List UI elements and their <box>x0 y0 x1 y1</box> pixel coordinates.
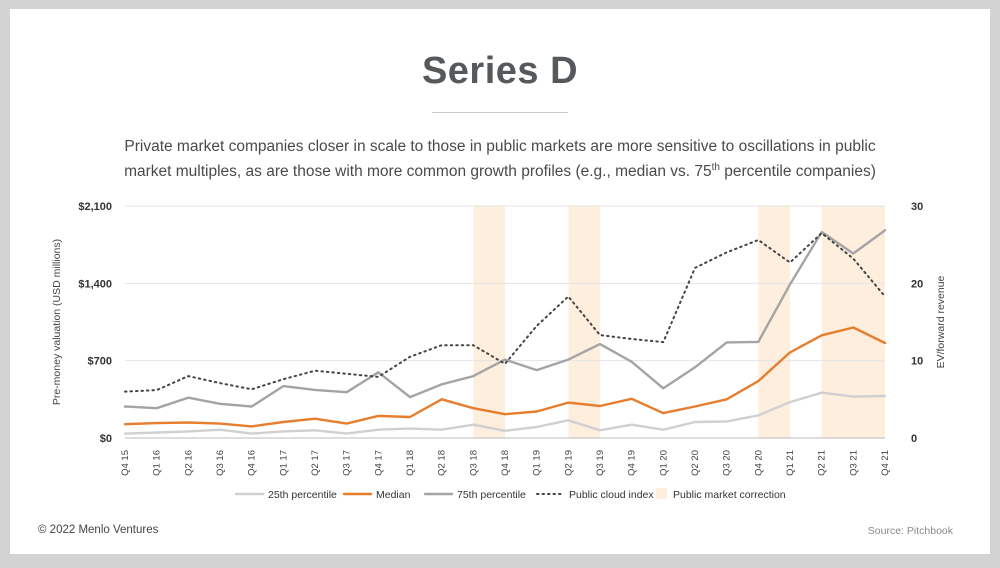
y-left-tick-label: $700 <box>88 356 112 368</box>
y-left-tick-label: $1,400 <box>78 278 112 290</box>
y-right-tick-label: 20 <box>911 278 923 290</box>
subtitle: Private market companies closer in scale… <box>100 134 900 184</box>
x-tick-label: Q1 20 <box>658 450 669 476</box>
y-left-tick-label: $0 <box>100 433 112 445</box>
x-tick-label: Q1 21 <box>785 450 796 476</box>
x-tick-label: Q4 20 <box>753 450 764 476</box>
copyright-text: © 2022 Menlo Ventures <box>38 524 159 536</box>
highlight-band-1 <box>568 206 600 438</box>
highlight-band-3 <box>821 206 885 438</box>
highlight-band-0 <box>473 206 505 438</box>
highlight-bands <box>473 206 885 438</box>
series-lines <box>123 229 887 435</box>
x-tick-label: Q2 21 <box>817 450 828 476</box>
subtitle-text: Private market companies closer in scale… <box>124 138 876 180</box>
x-tick-label: Q2 18 <box>437 450 448 476</box>
subtitle-superscript: th <box>711 161 720 173</box>
legend-label: Public market correction <box>673 489 786 501</box>
title-divider <box>432 112 568 113</box>
y-left-axis-label: Pre-money valuation (USD millions) <box>51 239 63 405</box>
x-tick-label: Q3 16 <box>215 450 226 476</box>
x-tick-label: Q1 16 <box>152 450 163 476</box>
y-right-tick-label: 30 <box>911 201 923 213</box>
x-tick-label: Q1 18 <box>405 450 416 476</box>
x-tick-label: Q1 19 <box>532 450 543 476</box>
legend-label: 25th percentile <box>268 489 337 501</box>
x-tick-label: Q2 16 <box>183 450 194 476</box>
y-right-tick-label: 0 <box>911 433 917 445</box>
legend: 25th percentile Median 75th percentile Publ… <box>234 488 786 501</box>
series-line-median <box>123 326 887 428</box>
source-text: Source: Pitchbook <box>867 525 953 537</box>
x-tick-label: Q2 17 <box>310 450 321 476</box>
x-tick-label: Q4 19 <box>627 450 638 476</box>
subtitle-text-end: percentile companies) <box>719 163 876 180</box>
x-tick-label: Q2 19 <box>563 450 574 476</box>
highlight-band-2 <box>758 206 790 438</box>
x-tick-label: Q4 15 <box>120 450 131 476</box>
x-tick-label: Q1 17 <box>278 450 289 476</box>
x-tick-label: Q4 16 <box>247 450 258 476</box>
axes: $0 $700 $1,400 $2,100 0 10 20 30 Q4 15 Q1 16 Q2 16… <box>51 201 947 476</box>
legend-label: Public cloud index <box>569 489 654 501</box>
legend-swatch-4 <box>656 488 667 499</box>
x-tick-label: Q3 21 <box>848 450 859 476</box>
y-right-axis-label: EV/forward revenue <box>935 275 947 368</box>
legend-label: Median <box>376 489 411 501</box>
x-tick-label: Q4 18 <box>500 450 511 476</box>
y-right-tick-label: 10 <box>911 356 923 368</box>
series-line-25th-percentile <box>123 391 887 435</box>
legend-label: 75th percentile <box>457 489 526 501</box>
x-tick-label: Q4 17 <box>373 450 384 476</box>
x-tick-label: Q4 21 <box>880 450 891 476</box>
x-tick-label: Q3 20 <box>722 450 733 476</box>
x-tick-label: Q2 20 <box>690 450 701 476</box>
page-title: Series D <box>421 50 579 92</box>
y-left-tick-label: $2,100 <box>78 201 112 213</box>
x-tick-label: Q3 17 <box>342 450 353 476</box>
x-tick-label: Q3 19 <box>595 450 606 476</box>
series-line-75th-percentile <box>123 229 887 410</box>
series-line-public-cloud-index <box>124 232 886 393</box>
x-tick-label: Q3 18 <box>468 450 479 476</box>
